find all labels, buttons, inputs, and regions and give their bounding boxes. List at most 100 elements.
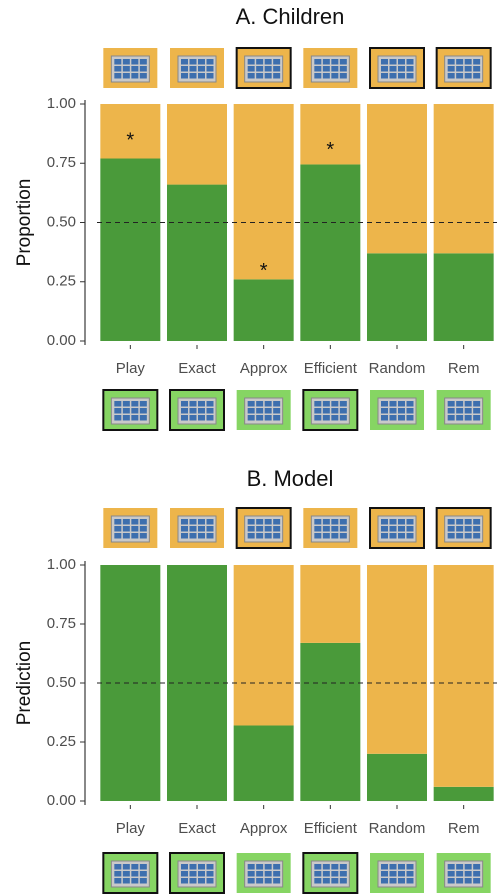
icon-tile — [340, 878, 347, 884]
icon-tile — [323, 519, 330, 525]
icon-tile — [323, 533, 330, 539]
icon-tile — [340, 415, 347, 421]
icon-tile — [256, 59, 263, 65]
icon-tile — [114, 66, 121, 72]
icon-tile — [465, 519, 472, 525]
icon-tile — [114, 526, 121, 532]
icon-tile — [407, 871, 414, 877]
icon-tile — [123, 864, 130, 870]
icon-tile — [398, 864, 405, 870]
icon-tile — [131, 59, 138, 65]
icon-tile — [265, 59, 272, 65]
icon-tile — [473, 401, 480, 407]
icon-tile — [207, 533, 214, 539]
icon-tile — [390, 864, 397, 870]
icon-tile — [114, 871, 121, 877]
icon-tile — [331, 73, 338, 79]
icon-tile — [248, 864, 255, 870]
icon-tile — [456, 66, 463, 72]
icon-tile — [381, 871, 388, 877]
icon-tile — [390, 533, 397, 539]
icon-tile — [265, 408, 272, 414]
icon-tile — [265, 415, 272, 421]
icon-tile — [190, 73, 197, 79]
icon-tile — [190, 871, 197, 877]
icon-tile — [207, 864, 214, 870]
x-tick-label: Exact — [178, 820, 216, 837]
icon-tile — [248, 878, 255, 884]
icon-tile — [198, 408, 205, 414]
icon-tile — [448, 66, 455, 72]
icon-tile — [407, 878, 414, 884]
icon-tile — [407, 519, 414, 525]
icon-tile — [190, 519, 197, 525]
icon-tile — [140, 526, 147, 532]
icon-tile — [265, 401, 272, 407]
icon-tile — [314, 864, 321, 870]
icon-tile — [114, 519, 121, 525]
icon-tile — [273, 864, 280, 870]
icon-tile — [407, 526, 414, 532]
icon-tile — [390, 401, 397, 407]
x-tick-label: Play — [116, 360, 146, 377]
icon-tile — [123, 73, 130, 79]
icon-tile — [190, 401, 197, 407]
icon-tile — [407, 73, 414, 79]
icon-tile — [256, 401, 263, 407]
bar-segment — [234, 565, 294, 725]
icon-tile — [123, 878, 130, 884]
icon-tile — [473, 533, 480, 539]
chart-title: B. Model — [247, 466, 334, 491]
icon-tile — [314, 59, 321, 65]
icon-tile — [256, 526, 263, 532]
icon-tile — [456, 401, 463, 407]
icon-tile — [381, 878, 388, 884]
icon-tile — [190, 533, 197, 539]
bar-segment — [167, 104, 227, 185]
icon-tile — [448, 871, 455, 877]
icon-tile — [381, 519, 388, 525]
bar-segment — [100, 159, 160, 341]
icon-tile — [248, 401, 255, 407]
icon-tile — [456, 73, 463, 79]
icon-tile — [390, 59, 397, 65]
icon-tile — [398, 401, 405, 407]
y-tick-label: 1.00 — [47, 95, 76, 112]
icon-tile — [340, 408, 347, 414]
icon-tile — [265, 533, 272, 539]
icon-tile — [314, 73, 321, 79]
icon-tile — [140, 533, 147, 539]
icon-tile — [465, 415, 472, 421]
icon-tile — [207, 415, 214, 421]
icon-tile — [273, 401, 280, 407]
x-tick-label: Efficient — [304, 820, 358, 837]
icon-tile — [273, 878, 280, 884]
icon-tile — [448, 73, 455, 79]
icon-tile — [207, 878, 214, 884]
icon-tile — [331, 871, 338, 877]
icon-tile — [265, 66, 272, 72]
icon-tile — [473, 415, 480, 421]
icon-tile — [256, 66, 263, 72]
x-tick-label: Rem — [448, 820, 480, 837]
y-tick-label: 0.25 — [47, 273, 76, 290]
icon-tile — [181, 526, 188, 532]
icon-tile — [198, 401, 205, 407]
icon-tile — [265, 526, 272, 532]
icon-tile — [331, 401, 338, 407]
icon-tile — [398, 415, 405, 421]
icon-tile — [140, 66, 147, 72]
x-tick-label: Random — [369, 360, 426, 377]
icon-tile — [323, 526, 330, 532]
icon-tile — [248, 526, 255, 532]
icon-tile — [340, 526, 347, 532]
icon-tile — [407, 59, 414, 65]
icon-tile — [181, 59, 188, 65]
icon-tile — [473, 864, 480, 870]
icon-tile — [207, 519, 214, 525]
icon-tile — [398, 878, 405, 884]
icon-tile — [407, 66, 414, 72]
icon-tile — [248, 408, 255, 414]
significance-marker: * — [126, 129, 134, 151]
icon-tile — [114, 878, 121, 884]
